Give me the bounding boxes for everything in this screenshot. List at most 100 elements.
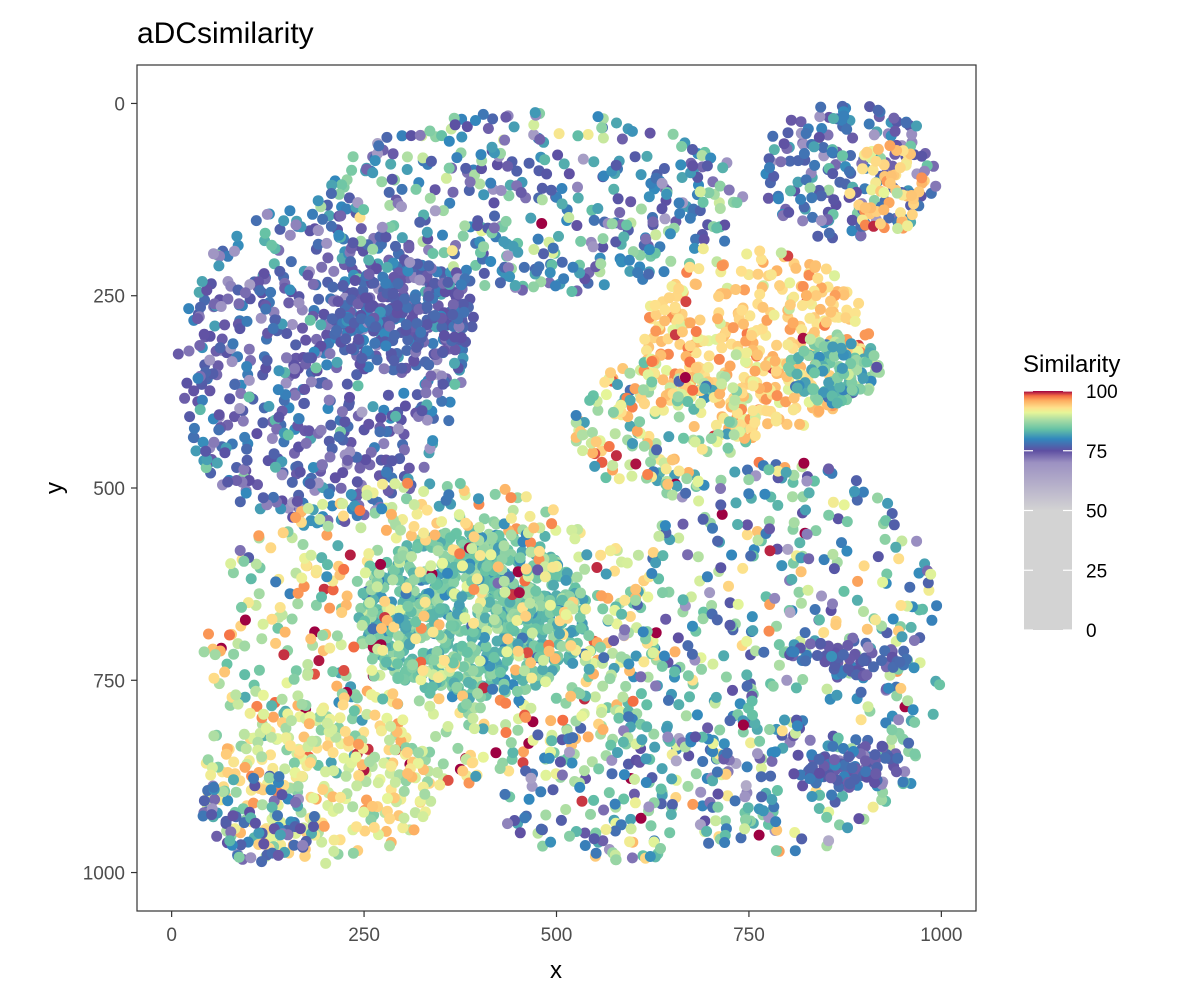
data-point	[325, 188, 337, 199]
data-point	[455, 279, 467, 291]
data-point	[695, 786, 707, 798]
data-point	[809, 367, 820, 379]
data-point	[659, 304, 671, 316]
data-point	[226, 356, 238, 368]
data-point	[867, 164, 879, 176]
data-point	[321, 529, 333, 541]
data-point	[710, 815, 722, 827]
data-point	[418, 527, 430, 539]
data-point	[862, 641, 874, 653]
data-point	[219, 319, 231, 331]
data-point	[388, 355, 400, 367]
data-point	[791, 368, 803, 380]
data-point	[257, 618, 269, 630]
data-point	[894, 162, 906, 174]
data-point	[533, 545, 545, 557]
data-point	[717, 162, 729, 174]
data-point	[241, 454, 253, 466]
data-point	[843, 751, 855, 763]
data-point	[807, 211, 818, 223]
data-point	[763, 153, 775, 165]
data-point	[570, 410, 582, 421]
data-point	[391, 300, 403, 312]
data-point	[666, 773, 678, 785]
data-point	[424, 687, 436, 699]
data-point	[299, 383, 311, 395]
data-point	[630, 650, 642, 662]
data-point	[188, 385, 200, 397]
data-point	[429, 529, 441, 541]
data-point	[346, 164, 358, 176]
data-point	[651, 444, 663, 456]
data-point	[488, 651, 500, 663]
data-point	[682, 640, 694, 652]
data-point	[656, 177, 668, 189]
data-point	[704, 587, 716, 599]
data-point	[290, 512, 302, 523]
data-point	[479, 280, 491, 291]
data-point	[866, 184, 878, 196]
data-point	[650, 325, 662, 337]
data-point	[860, 766, 872, 778]
data-point	[358, 806, 370, 818]
data-point	[916, 150, 928, 162]
data-point	[682, 549, 694, 561]
data-point	[327, 281, 339, 293]
data-point	[804, 773, 816, 785]
data-point	[658, 650, 670, 662]
data-point	[693, 263, 705, 275]
data-point	[415, 674, 427, 686]
data-point	[509, 280, 521, 291]
data-point	[268, 448, 280, 460]
data-point	[585, 808, 596, 820]
data-point	[909, 748, 921, 760]
data-point	[894, 656, 906, 668]
data-point	[857, 163, 868, 175]
data-point	[684, 340, 696, 352]
data-point	[296, 770, 308, 782]
data-point	[489, 210, 500, 222]
data-point	[544, 599, 556, 611]
data-point	[893, 553, 905, 565]
data-point	[524, 510, 536, 522]
data-point	[437, 557, 448, 569]
data-point	[764, 523, 775, 535]
data-point	[744, 310, 756, 322]
data-point	[597, 132, 609, 144]
data-point	[673, 197, 685, 209]
data-point	[655, 843, 666, 854]
data-point	[635, 688, 647, 700]
data-point	[826, 146, 838, 158]
data-point	[288, 839, 300, 851]
data-point	[670, 755, 682, 767]
data-point	[444, 532, 456, 544]
data-point	[321, 237, 333, 249]
data-point	[322, 559, 333, 571]
data-point	[353, 333, 365, 345]
data-point	[600, 472, 612, 484]
data-point	[396, 130, 408, 142]
data-point	[845, 150, 856, 161]
colorbar-tick-label: 0	[1086, 621, 1097, 642]
data-point	[320, 766, 332, 778]
data-point	[679, 372, 691, 383]
data-point	[606, 218, 618, 230]
data-point	[752, 534, 764, 546]
data-point	[302, 269, 314, 281]
data-point	[373, 140, 385, 152]
data-point	[656, 763, 668, 775]
data-point	[208, 730, 220, 742]
data-point	[478, 189, 490, 201]
data-point	[529, 107, 541, 119]
data-point	[414, 129, 426, 141]
data-point	[342, 454, 354, 466]
data-point	[574, 781, 586, 793]
data-point	[815, 215, 827, 227]
data-point	[643, 801, 655, 813]
data-point	[540, 809, 552, 821]
data-point	[840, 312, 852, 324]
data-point	[686, 648, 698, 660]
data-point	[687, 144, 698, 155]
data-point	[712, 788, 724, 800]
data-point	[934, 679, 946, 691]
